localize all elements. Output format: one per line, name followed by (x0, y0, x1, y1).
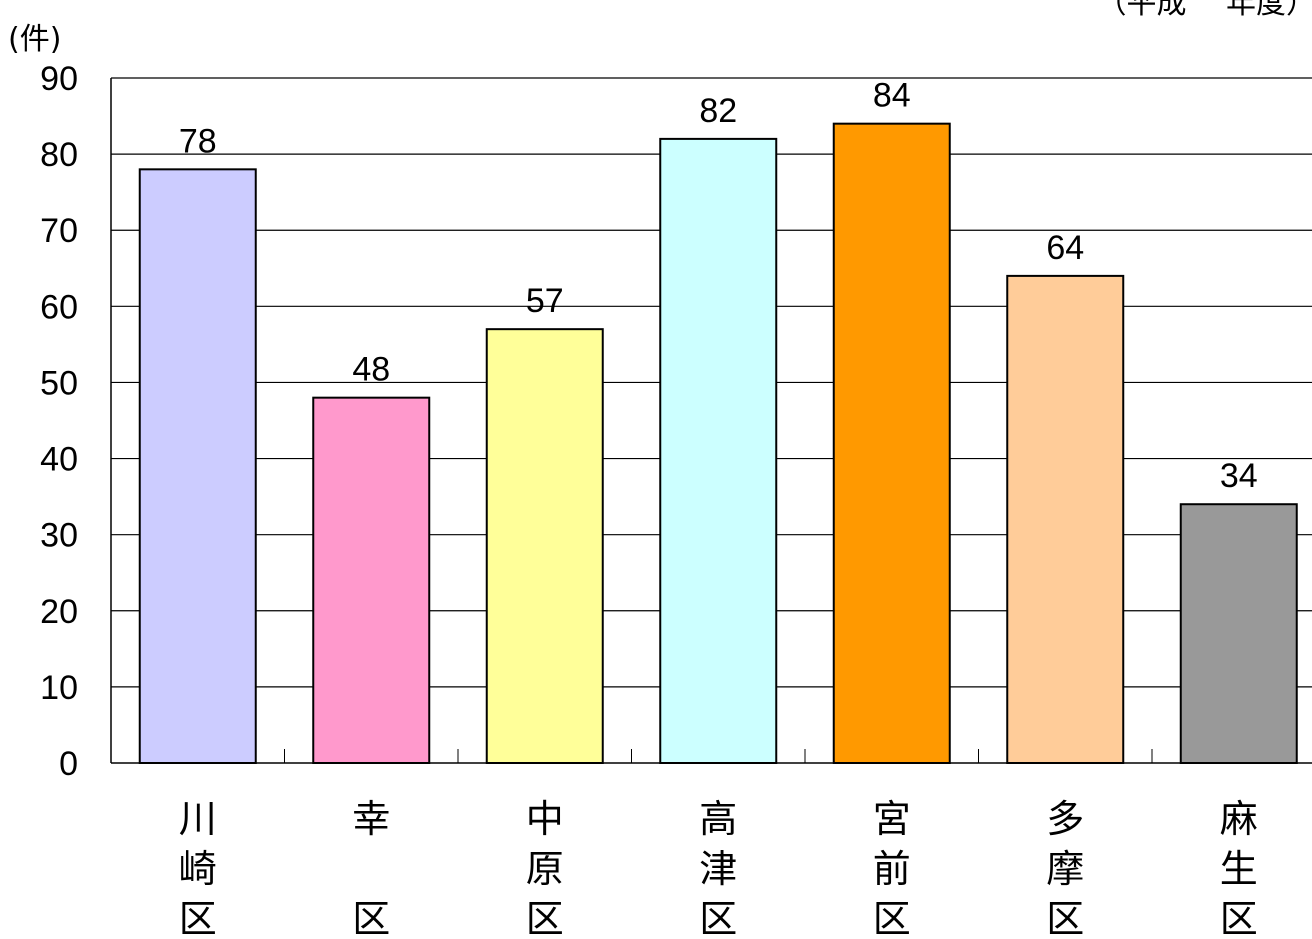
y-tick-label: 40 (40, 441, 78, 479)
bar (1006, 274, 1125, 764)
bar (312, 396, 431, 764)
data-label: 78 (179, 122, 217, 160)
data-label: 34 (1220, 457, 1258, 495)
data-label: 57 (526, 282, 564, 320)
bar (659, 137, 778, 764)
x-category-label: 区 (699, 897, 737, 935)
x-category-label: 区 (873, 897, 911, 935)
x-category-label: 津 (699, 847, 737, 891)
y-tick-label: 10 (40, 669, 78, 707)
y-tick-label: 0 (59, 745, 78, 783)
data-label: 82 (699, 92, 737, 130)
bar (138, 168, 257, 765)
x-category-label: 幸 (352, 797, 390, 841)
y-unit-label: (件) (8, 22, 62, 57)
x-category-label: 生 (1220, 847, 1258, 891)
y-tick-label: 90 (40, 60, 78, 98)
x-category-label: 原 (526, 847, 564, 891)
data-label: 84 (873, 77, 911, 115)
y-tick-label: 80 (40, 136, 78, 174)
y-tick-label: 20 (40, 593, 78, 631)
x-category-label: 麻 (1220, 797, 1258, 841)
bar (1179, 503, 1298, 764)
data-label: 48 (352, 351, 390, 389)
x-category-label: 宮 (873, 797, 911, 841)
x-category-label: 区 (179, 897, 217, 935)
x-category-label: 崎 (179, 847, 217, 891)
y-tick-label: 70 (40, 212, 78, 250)
x-category-label: 区 (526, 897, 564, 935)
x-category-label: 前 (873, 847, 911, 891)
x-category-label: 高 (699, 797, 737, 841)
x-category-label: 中 (526, 797, 564, 841)
x-category-label: 区 (1220, 897, 1258, 935)
y-tick-label: 50 (40, 364, 78, 402)
x-category-label: 区 (1046, 897, 1084, 935)
data-label: 64 (1046, 229, 1084, 267)
x-category-label: 区 (352, 897, 390, 935)
x-category-label: 多 (1046, 797, 1084, 841)
bar (485, 328, 604, 764)
y-tick-label: 30 (40, 517, 78, 555)
bar (832, 122, 951, 764)
x-category-label: 川 (179, 797, 217, 841)
y-tick-label: 60 (40, 288, 78, 326)
x-category-label: 摩 (1046, 847, 1084, 891)
period-label: （平成 年度） (1096, 0, 1312, 21)
